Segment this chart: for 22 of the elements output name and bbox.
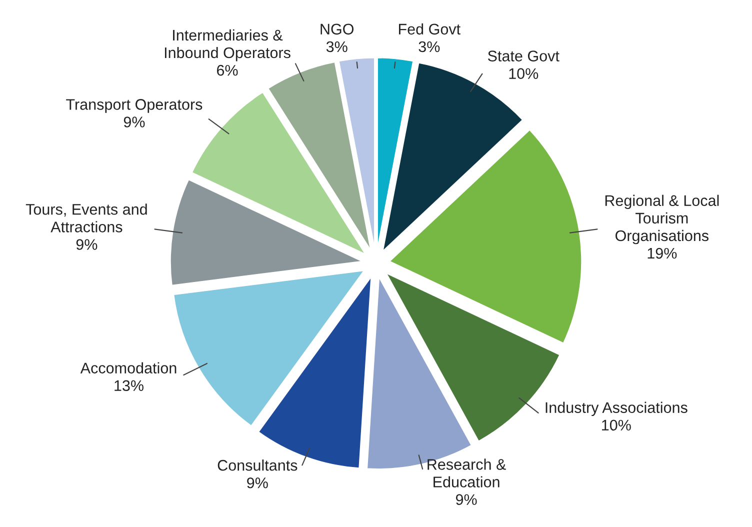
data-label: 3%: [418, 41, 440, 52]
data-label: 9%: [76, 239, 98, 250]
slice-label: Tours, Events and Attractions: [26, 204, 147, 232]
data-label: 19%: [648, 248, 677, 259]
data-label: 6%: [217, 64, 238, 76]
data-label: 3%: [326, 41, 348, 52]
slice-label: Fed Govt: [398, 23, 460, 35]
data-label: 13%: [114, 380, 144, 392]
slice-label: Research & Education: [428, 458, 506, 488]
slice-label: Intermediaries & Inbound Operators: [164, 29, 290, 62]
data-label: 9%: [456, 494, 477, 505]
slice-label: State Govt: [488, 50, 560, 62]
data-label: 10%: [509, 68, 538, 80]
slice-label: Consultants: [218, 460, 298, 471]
slice-label: Industry Associations: [546, 402, 688, 416]
data-label: 9%: [247, 477, 268, 488]
data-label: 10%: [602, 420, 631, 431]
slice-label: Regional & Local Tourism Organisations: [605, 194, 719, 244]
slice-label: NGO: [320, 24, 354, 35]
data-label: 9%: [124, 116, 145, 128]
slice-label: Accomodation: [80, 362, 176, 374]
slice-label: Transport Operators: [66, 99, 202, 113]
